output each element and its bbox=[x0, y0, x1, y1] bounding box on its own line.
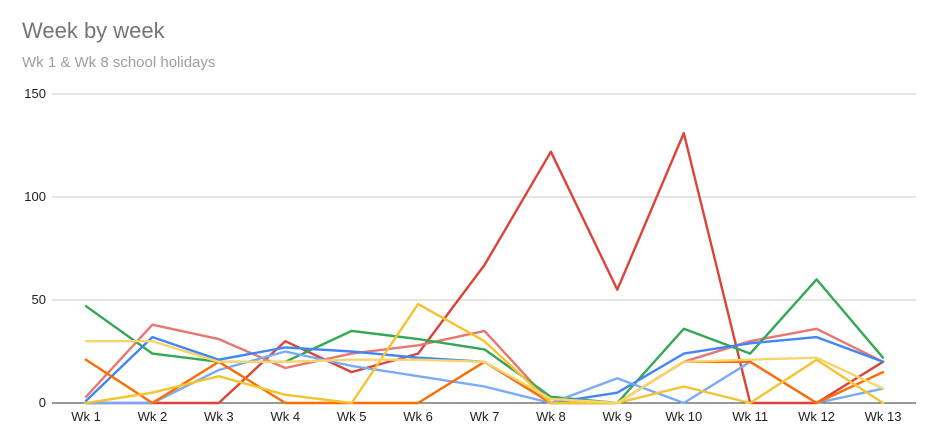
x-tick-label: Wk 4 bbox=[270, 409, 300, 424]
y-tick-label: 0 bbox=[39, 395, 46, 410]
y-tick-label: 100 bbox=[24, 189, 46, 204]
series-layer bbox=[84, 131, 885, 405]
y-tick-label: 150 bbox=[24, 86, 46, 101]
x-tick-label: Wk 11 bbox=[732, 409, 768, 424]
x-tick-label: Wk 9 bbox=[603, 409, 633, 424]
series-line-8 bbox=[84, 340, 885, 405]
x-tick-label: Wk 3 bbox=[204, 409, 234, 424]
y-tick-label: 50 bbox=[32, 292, 46, 307]
x-tick-label: Wk 6 bbox=[403, 409, 433, 424]
axis-labels: 0 50 100 150 Wk 1 Wk 2 Wk 3 Wk 4 Wk 5 Wk 6 Wk 7 Wk … bbox=[24, 86, 901, 424]
x-tick-label: Wk 8 bbox=[536, 409, 566, 424]
x-tick-label: Wk 5 bbox=[337, 409, 367, 424]
x-tick-label: Wk 10 bbox=[665, 409, 702, 424]
x-tick-label: Wk 2 bbox=[138, 409, 168, 424]
x-tick-label: Wk 7 bbox=[470, 409, 500, 424]
x-tick-label: Wk 12 bbox=[798, 409, 835, 424]
chart-title: Week by week bbox=[22, 18, 165, 43]
chart-subtitle: Wk 1 & Wk 8 school holidays bbox=[22, 54, 216, 71]
series-line-7 bbox=[84, 302, 885, 405]
series-line-2 bbox=[84, 323, 885, 405]
series-line-6 bbox=[84, 358, 885, 405]
x-tick-label: Wk 13 bbox=[865, 409, 902, 424]
x-tick-label: Wk 1 bbox=[71, 409, 101, 424]
